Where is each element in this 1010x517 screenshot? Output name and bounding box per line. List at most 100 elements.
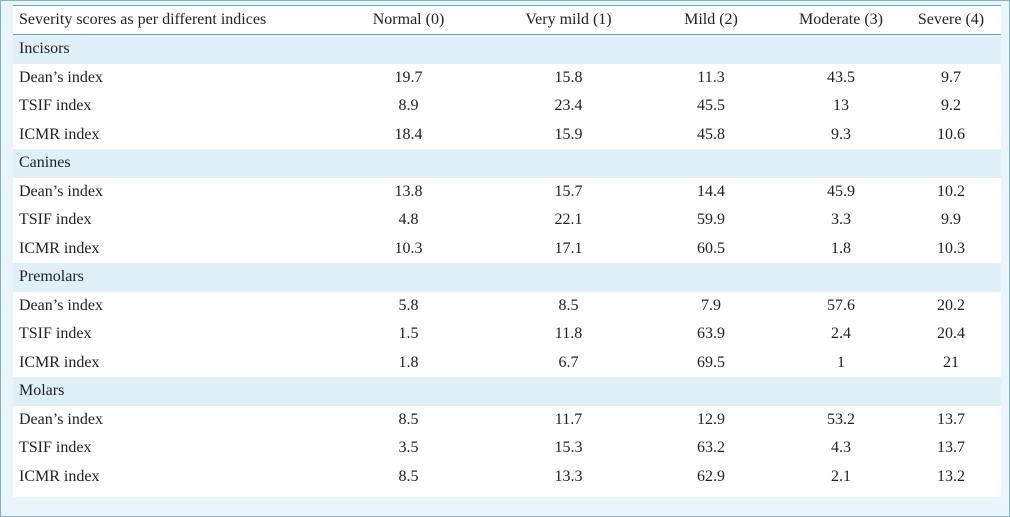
value-cell: 57.6 [781,291,901,320]
value-cell: 13.7 [901,434,1001,463]
value-cell: 10.3 [321,234,496,263]
value-cell: 63.2 [641,434,781,463]
index-name-cell: ICMR index [13,120,321,149]
table-row: TSIF index 4.8 22.1 59.9 3.3 9.9 [13,206,1001,235]
group-label: Incisors [13,34,1001,64]
header-cell-severe: Severe (4) [901,5,1001,35]
value-cell: 1.8 [321,348,496,377]
table-row: Dean’s index 19.7 15.8 11.3 43.5 9.7 [13,63,1001,92]
header-cell-severity: Severity scores as per different indices [13,5,321,35]
index-name-cell: Dean’s index [13,63,321,92]
value-cell: 13.8 [321,177,496,206]
value-cell: 8.5 [496,291,641,320]
value-cell: 20.4 [901,320,1001,349]
table-row: ICMR index 10.3 17.1 60.5 1.8 10.3 [13,234,1001,263]
value-cell: 13.7 [901,405,1001,434]
value-cell: 9.3 [781,120,901,149]
value-cell: 4.3 [781,434,901,463]
value-cell: 8.9 [321,92,496,121]
value-cell: 45.5 [641,92,781,121]
table-row: ICMR index 1.8 6.7 69.5 1 21 [13,348,1001,377]
header-cell-normal: Normal (0) [321,5,496,35]
value-cell: 60.5 [641,234,781,263]
value-cell: 11.8 [496,320,641,349]
header-row: Severity scores as per different indices… [13,5,1001,35]
index-name-cell: Dean’s index [13,291,321,320]
value-cell: 7.9 [641,291,781,320]
table-bottom-spacer [13,491,1001,497]
table-row: Dean’s index 5.8 8.5 7.9 57.6 20.2 [13,291,1001,320]
index-name-cell: ICMR index [13,348,321,377]
value-cell: 21 [901,348,1001,377]
value-cell: 59.9 [641,206,781,235]
value-cell: 1.5 [321,320,496,349]
value-cell: 19.7 [321,63,496,92]
table-row: ICMR index 8.5 13.3 62.9 2.1 13.2 [13,462,1001,491]
value-cell: 69.5 [641,348,781,377]
value-cell: 6.7 [496,348,641,377]
value-cell: 3.5 [321,434,496,463]
value-cell: 3.3 [781,206,901,235]
value-cell: 15.9 [496,120,641,149]
index-name-cell: TSIF index [13,434,321,463]
index-name-cell: Dean’s index [13,405,321,434]
table-row: TSIF index 1.5 11.8 63.9 2.4 20.4 [13,320,1001,349]
group-label: Canines [13,149,1001,178]
value-cell: 11.3 [641,63,781,92]
value-cell: 9.2 [901,92,1001,121]
value-cell: 9.7 [901,63,1001,92]
value-cell: 2.4 [781,320,901,349]
table-row: ICMR index 18.4 15.9 45.8 9.3 10.6 [13,120,1001,149]
group-row: Molars [13,377,1001,406]
value-cell: 1 [781,348,901,377]
value-cell: 53.2 [781,405,901,434]
index-name-cell: TSIF index [13,92,321,121]
value-cell: 20.2 [901,291,1001,320]
index-name-cell: TSIF index [13,206,321,235]
value-cell: 17.1 [496,234,641,263]
header-cell-moderate: Moderate (3) [781,5,901,35]
severity-table: Severity scores as per different indices… [13,5,1001,497]
value-cell: 15.8 [496,63,641,92]
group-label: Molars [13,377,1001,406]
value-cell: 9.9 [901,206,1001,235]
value-cell: 4.8 [321,206,496,235]
value-cell: 13.3 [496,462,641,491]
header-cell-mild: Mild (2) [641,5,781,35]
value-cell: 8.5 [321,462,496,491]
table-container: Severity scores as per different indices… [13,5,1001,497]
value-cell: 18.4 [321,120,496,149]
value-cell: 13 [781,92,901,121]
value-cell: 5.8 [321,291,496,320]
table-body: Incisors Dean’s index 19.7 15.8 11.3 43.5 9.7 T… [13,34,1001,497]
value-cell: 14.4 [641,177,781,206]
value-cell: 23.4 [496,92,641,121]
table-row: Dean’s index 8.5 11.7 12.9 53.2 13.7 [13,405,1001,434]
value-cell: 2.1 [781,462,901,491]
index-name-cell: TSIF index [13,320,321,349]
index-name-cell: ICMR index [13,234,321,263]
value-cell: 11.7 [496,405,641,434]
table-row: TSIF index 8.9 23.4 45.5 13 9.2 [13,92,1001,121]
value-cell: 13.2 [901,462,1001,491]
value-cell: 10.2 [901,177,1001,206]
value-cell: 62.9 [641,462,781,491]
value-cell: 22.1 [496,206,641,235]
value-cell: 10.3 [901,234,1001,263]
value-cell: 43.5 [781,63,901,92]
group-row: Incisors [13,34,1001,64]
value-cell: 10.6 [901,120,1001,149]
value-cell: 45.8 [641,120,781,149]
value-cell: 15.3 [496,434,641,463]
value-cell: 1.8 [781,234,901,263]
value-cell: 15.7 [496,177,641,206]
index-name-cell: ICMR index [13,462,321,491]
group-row: Canines [13,149,1001,178]
header-cell-very-mild: Very mild (1) [496,5,641,35]
table-row: Dean’s index 13.8 15.7 14.4 45.9 10.2 [13,177,1001,206]
value-cell: 12.9 [641,405,781,434]
table-row: TSIF index 3.5 15.3 63.2 4.3 13.7 [13,434,1001,463]
group-label: Premolars [13,263,1001,292]
index-name-cell: Dean’s index [13,177,321,206]
